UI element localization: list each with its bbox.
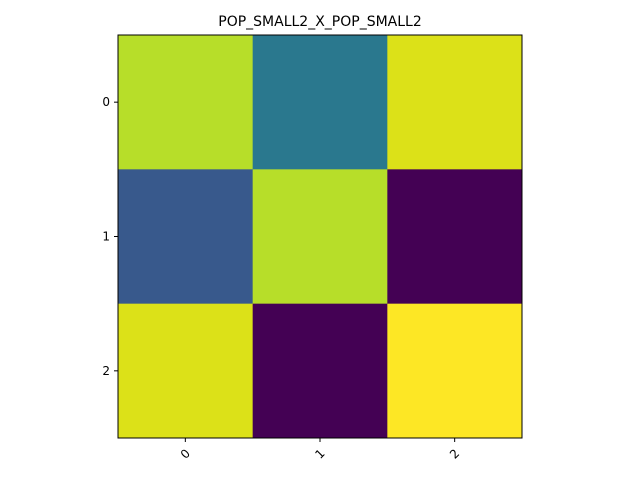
y-tick-label-2: 2 — [102, 364, 110, 378]
chart-title: POP_SMALL2_X_POP_SMALL2 — [218, 14, 422, 30]
heatmap-cell-0-2 — [387, 35, 523, 170]
x-tick-label-2: 2 — [447, 446, 462, 461]
heatmap-cells — [118, 35, 523, 439]
heatmap-cell-2-1 — [252, 303, 388, 439]
y-tick-label-1: 1 — [102, 230, 110, 244]
heatmap-cell-0-0 — [118, 35, 254, 170]
heatmap-cell-1-1 — [252, 169, 388, 305]
x-tick-label-1: 1 — [312, 446, 327, 461]
heatmap-cell-2-2 — [387, 303, 523, 439]
heatmap-cell-0-1 — [252, 35, 388, 170]
y-tick-label-0: 0 — [102, 95, 110, 109]
heatmap-cell-2-0 — [118, 303, 254, 439]
heatmap-cell-1-0 — [118, 169, 254, 305]
x-tick-label-0: 0 — [178, 446, 193, 461]
heatmap-cell-1-2 — [387, 169, 523, 305]
